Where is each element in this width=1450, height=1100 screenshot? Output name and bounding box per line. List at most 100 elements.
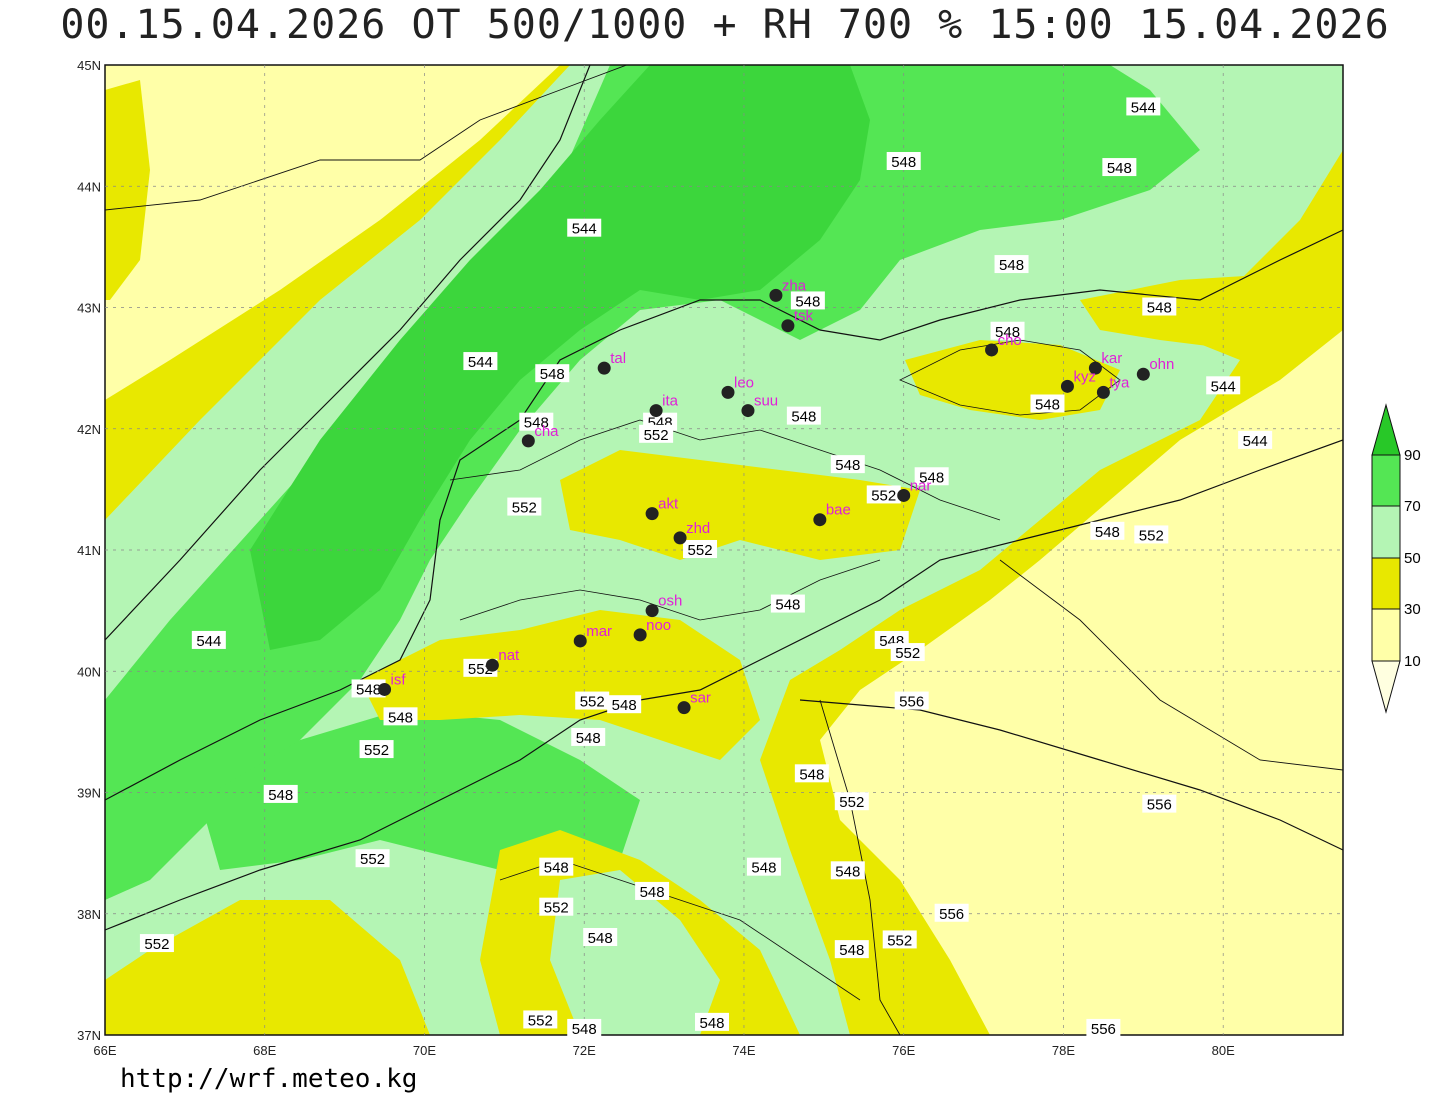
contour-label-bg <box>834 940 869 959</box>
contour-label-bg <box>359 740 394 759</box>
station-marker[interactable] <box>985 343 999 357</box>
station-marker[interactable] <box>673 531 687 545</box>
station-osh[interactable]: osh <box>645 593 683 618</box>
contour-label-text: 552 <box>839 794 864 811</box>
station-marker[interactable] <box>521 434 535 448</box>
station-marker[interactable] <box>813 513 827 527</box>
contour-label-bg <box>507 497 542 516</box>
station-marker[interactable] <box>677 701 691 715</box>
station-marker[interactable] <box>741 404 755 418</box>
station-marker[interactable] <box>597 361 611 375</box>
border-line-3 <box>999 559 1343 771</box>
colorbar-label-70: 70 <box>1404 498 1421 515</box>
station-marker[interactable] <box>649 404 663 418</box>
contour-label-text: 548 <box>791 409 816 426</box>
contour-label-text: 548 <box>1147 300 1172 317</box>
station-leo[interactable]: leo <box>721 374 754 399</box>
contour-label-bg <box>794 764 829 783</box>
station-noo[interactable]: noo <box>633 617 672 642</box>
colorbar-label-50: 50 <box>1404 550 1421 567</box>
station-ohn[interactable]: ohn <box>1136 356 1175 381</box>
station-sar[interactable]: sar <box>677 690 711 715</box>
colorbar-label-30: 30 <box>1404 601 1421 618</box>
contour-label-bg <box>790 291 825 310</box>
station-marker[interactable] <box>378 682 392 696</box>
contour-label: 548 <box>635 881 670 901</box>
station-isf[interactable]: isf <box>378 671 406 696</box>
station-cho[interactable]: cho <box>985 332 1022 357</box>
station-mar[interactable]: mar <box>573 623 612 648</box>
colorbar-70-90 <box>1371 454 1401 507</box>
station-nar[interactable]: nar <box>897 477 931 502</box>
lat-tick-label: 42N <box>77 422 101 437</box>
station-marker[interactable] <box>781 319 795 333</box>
contour-label-text: 548 <box>612 697 637 714</box>
lon-tick-label: 80E <box>1212 1043 1235 1058</box>
contour-label-bg <box>866 485 901 504</box>
contour-label-text: 556 <box>1147 797 1172 814</box>
contour-label-text: 548 <box>268 787 293 804</box>
lat-tick-label: 39N <box>77 786 101 801</box>
terrain-contour-4 <box>899 339 1121 416</box>
station-marker[interactable] <box>1088 361 1102 375</box>
station-akt[interactable]: akt <box>645 496 679 521</box>
contour-label-text: 556 <box>899 694 924 711</box>
contour-label-text: 548 <box>540 366 565 383</box>
station-marker[interactable] <box>573 634 587 648</box>
station-zhd[interactable]: zhd <box>673 520 711 545</box>
station-kyz[interactable]: kyz <box>1060 368 1096 393</box>
contour-label: 556 <box>894 691 929 711</box>
contour-label-text: 548 <box>700 1015 725 1032</box>
station-marker[interactable] <box>721 385 735 399</box>
contour-label: 548 <box>519 412 554 432</box>
contour-label: 548 <box>830 861 865 880</box>
colorbar-30-50 <box>1371 557 1401 610</box>
contour-label: 548 <box>571 727 606 747</box>
contour-label-text: 548 <box>640 884 665 901</box>
station-ita[interactable]: ita <box>649 393 679 418</box>
station-kar[interactable]: kar <box>1088 350 1122 375</box>
station-marker[interactable] <box>1136 367 1150 381</box>
station-zha[interactable]: zha <box>769 277 807 302</box>
contour-label-bg <box>1030 394 1065 413</box>
station-nat[interactable]: nat <box>485 647 520 672</box>
contour-label: 548 <box>830 455 865 474</box>
station-marker[interactable] <box>897 488 911 502</box>
station-suu[interactable]: suu <box>741 393 778 418</box>
lat-tick-label: 41N <box>77 543 101 558</box>
contour-labels: 544 548 548 544 548 548 548 548 544 548 548 544 548 5… <box>139 97 1273 1038</box>
contour-label-bg <box>463 352 498 371</box>
lat-tick-label: 45N <box>77 58 101 73</box>
border-line-2 <box>819 699 901 1035</box>
lon-tick-label: 76E <box>892 1043 915 1058</box>
station-marker[interactable] <box>769 288 783 302</box>
station-bae[interactable]: bae <box>813 502 851 527</box>
contour-label: 552 <box>890 643 925 662</box>
contour-label: 552 <box>639 424 674 444</box>
station-label: nat <box>498 647 520 664</box>
station-marker[interactable] <box>1096 385 1110 399</box>
station-tsk[interactable]: tsk <box>781 308 814 333</box>
contour-label-bg <box>567 1018 602 1037</box>
contour-label-text: 548 <box>388 709 413 726</box>
station-tya[interactable]: tya <box>1096 374 1130 399</box>
station-tal[interactable]: tal <box>597 350 626 375</box>
station-label: cha <box>534 423 559 440</box>
station-cha[interactable]: cha <box>521 423 559 448</box>
contour-label-text: 548 <box>1095 524 1120 541</box>
rh-30-50-issyk <box>905 340 1120 420</box>
lat-tick-label: 44N <box>77 179 101 194</box>
contour-label: 544 <box>1206 376 1241 395</box>
station-marker[interactable] <box>485 658 499 672</box>
map-title: 00.15.04.2026 OT 500/1000 + RH 700 % 15:… <box>60 2 1390 48</box>
station-marker[interactable] <box>1060 379 1074 393</box>
contour-label-text: 548 <box>572 1021 597 1038</box>
station-marker[interactable] <box>645 507 659 521</box>
contour-label: 556 <box>1142 794 1177 814</box>
contour-label-text: 552 <box>544 900 569 917</box>
station-marker[interactable] <box>633 628 647 642</box>
station-marker[interactable] <box>645 604 659 618</box>
contour-label-text: 548 <box>576 730 601 747</box>
contour-label-text: 544 <box>1131 99 1156 116</box>
contour-label: 552 <box>1134 525 1169 544</box>
